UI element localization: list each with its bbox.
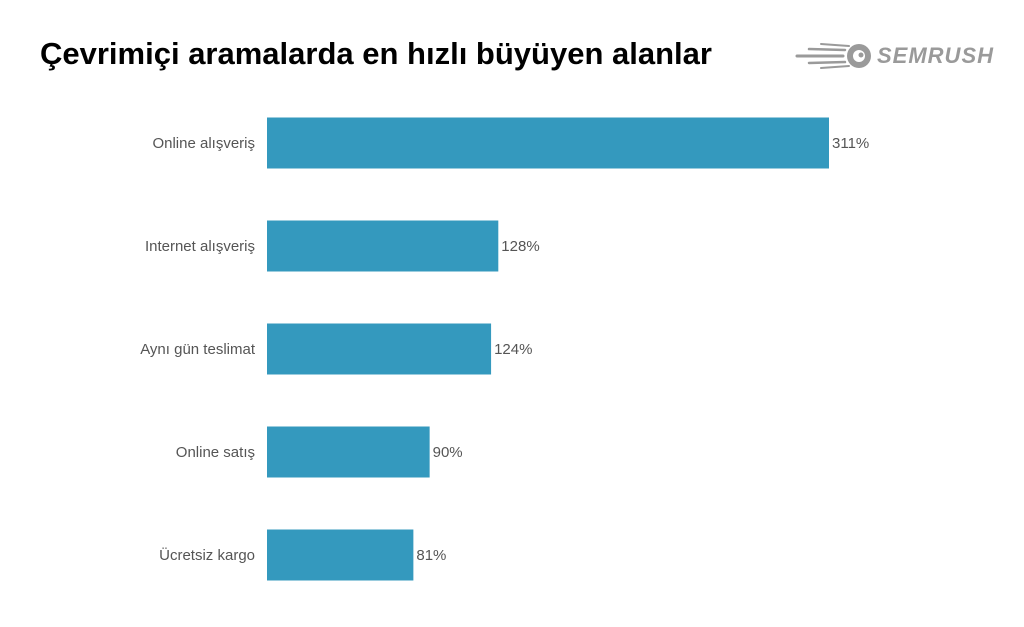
semrush-logo: SEMRUSH — [795, 40, 1005, 72]
logo-text: SEMRUSH — [877, 43, 995, 68]
value-label: 90% — [433, 444, 463, 461]
bar — [267, 529, 414, 581]
value-label: 128% — [501, 238, 539, 255]
bar — [267, 117, 829, 169]
semrush-fireball-icon — [795, 43, 871, 69]
category-label: Ücretsiz kargo — [159, 546, 255, 564]
category-label: Online alışveriş — [152, 135, 255, 152]
value-label: 311% — [832, 135, 869, 152]
chart-title: Çevrimiçi aramalarda en hızlı büyüyen al… — [40, 36, 712, 71]
category-label: Internet alışveriş — [145, 238, 255, 255]
bar — [267, 220, 499, 272]
value-label: 124% — [494, 341, 532, 358]
bar — [267, 323, 492, 375]
bar — [267, 426, 430, 478]
value-label: 81% — [416, 547, 446, 564]
category-label: Aynı gün teslimat — [140, 341, 256, 358]
category-label: Online satış — [176, 444, 255, 461]
